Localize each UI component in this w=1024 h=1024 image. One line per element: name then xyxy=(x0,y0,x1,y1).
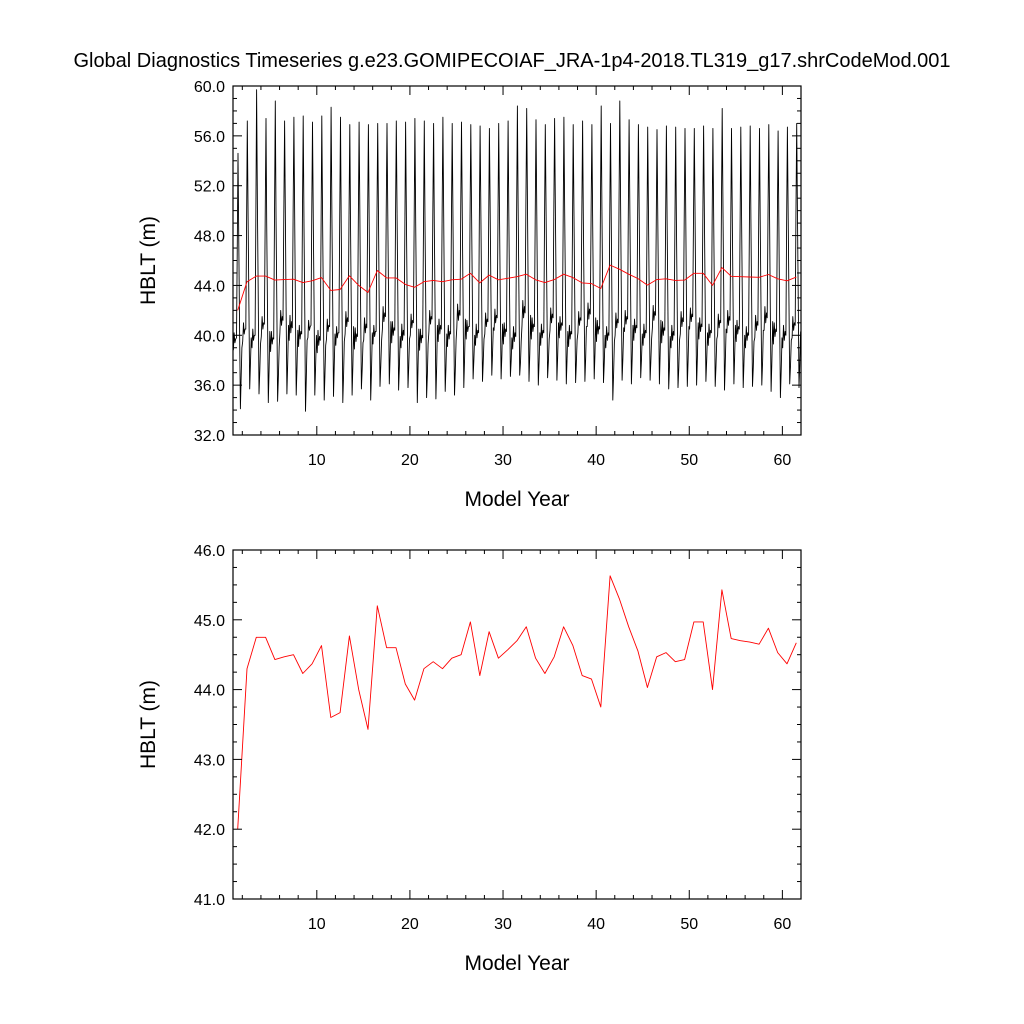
top-x-tick-label: 20 xyxy=(401,452,419,469)
top-series-monthly xyxy=(232,89,802,412)
top-x-axis-label: Model Year xyxy=(464,488,569,511)
bottom-x-tick-label: 40 xyxy=(587,916,605,933)
top-y-tick-label: 48.0 xyxy=(194,229,225,246)
top-y-tick-label: 36.0 xyxy=(194,378,225,395)
bottom-y-axis-label: HBLT (m) xyxy=(137,680,160,769)
bottom-x-tick-label: 60 xyxy=(773,916,791,933)
bottom-x-tick-label: 20 xyxy=(401,916,419,933)
bottom-y-tick-label: 46.0 xyxy=(194,543,225,560)
bottom-y-tick-label: 44.0 xyxy=(194,683,225,700)
bottom-x-tick-label: 50 xyxy=(680,916,698,933)
top-x-tick-label: 10 xyxy=(308,452,326,469)
top-series-annual-mean xyxy=(237,264,797,311)
top-y-tick-label: 52.0 xyxy=(194,179,225,196)
top-x-tick-label: 60 xyxy=(773,452,791,469)
bottom-y-tick-label: 43.0 xyxy=(194,752,225,769)
top-y-axis-label: HBLT (m) xyxy=(137,216,160,305)
top-x-tick-label: 40 xyxy=(587,452,605,469)
bottom-x-tick-label: 30 xyxy=(494,916,512,933)
bottom-x-tick-label: 10 xyxy=(308,916,326,933)
top-y-tick-label: 56.0 xyxy=(194,129,225,146)
top-y-tick-label: 40.0 xyxy=(194,328,225,345)
bottom-plot-frame xyxy=(232,549,802,900)
top-y-tick-label: 60.0 xyxy=(194,79,225,96)
top-x-tick-label: 30 xyxy=(494,452,512,469)
bottom-y-tick-label: 45.0 xyxy=(194,613,225,630)
bottom-y-tick-label: 41.0 xyxy=(194,892,225,909)
figure-title: Global Diagnostics Timeseries g.e23.GOMI… xyxy=(73,50,951,72)
top-y-tick-label: 32.0 xyxy=(194,428,225,445)
top-x-tick-label: 50 xyxy=(680,452,698,469)
bottom-series-annual-mean xyxy=(237,575,797,830)
top-y-tick-label: 44.0 xyxy=(194,278,225,295)
bottom-y-tick-label: 42.0 xyxy=(194,822,225,839)
bottom-x-axis-label: Model Year xyxy=(464,952,569,975)
